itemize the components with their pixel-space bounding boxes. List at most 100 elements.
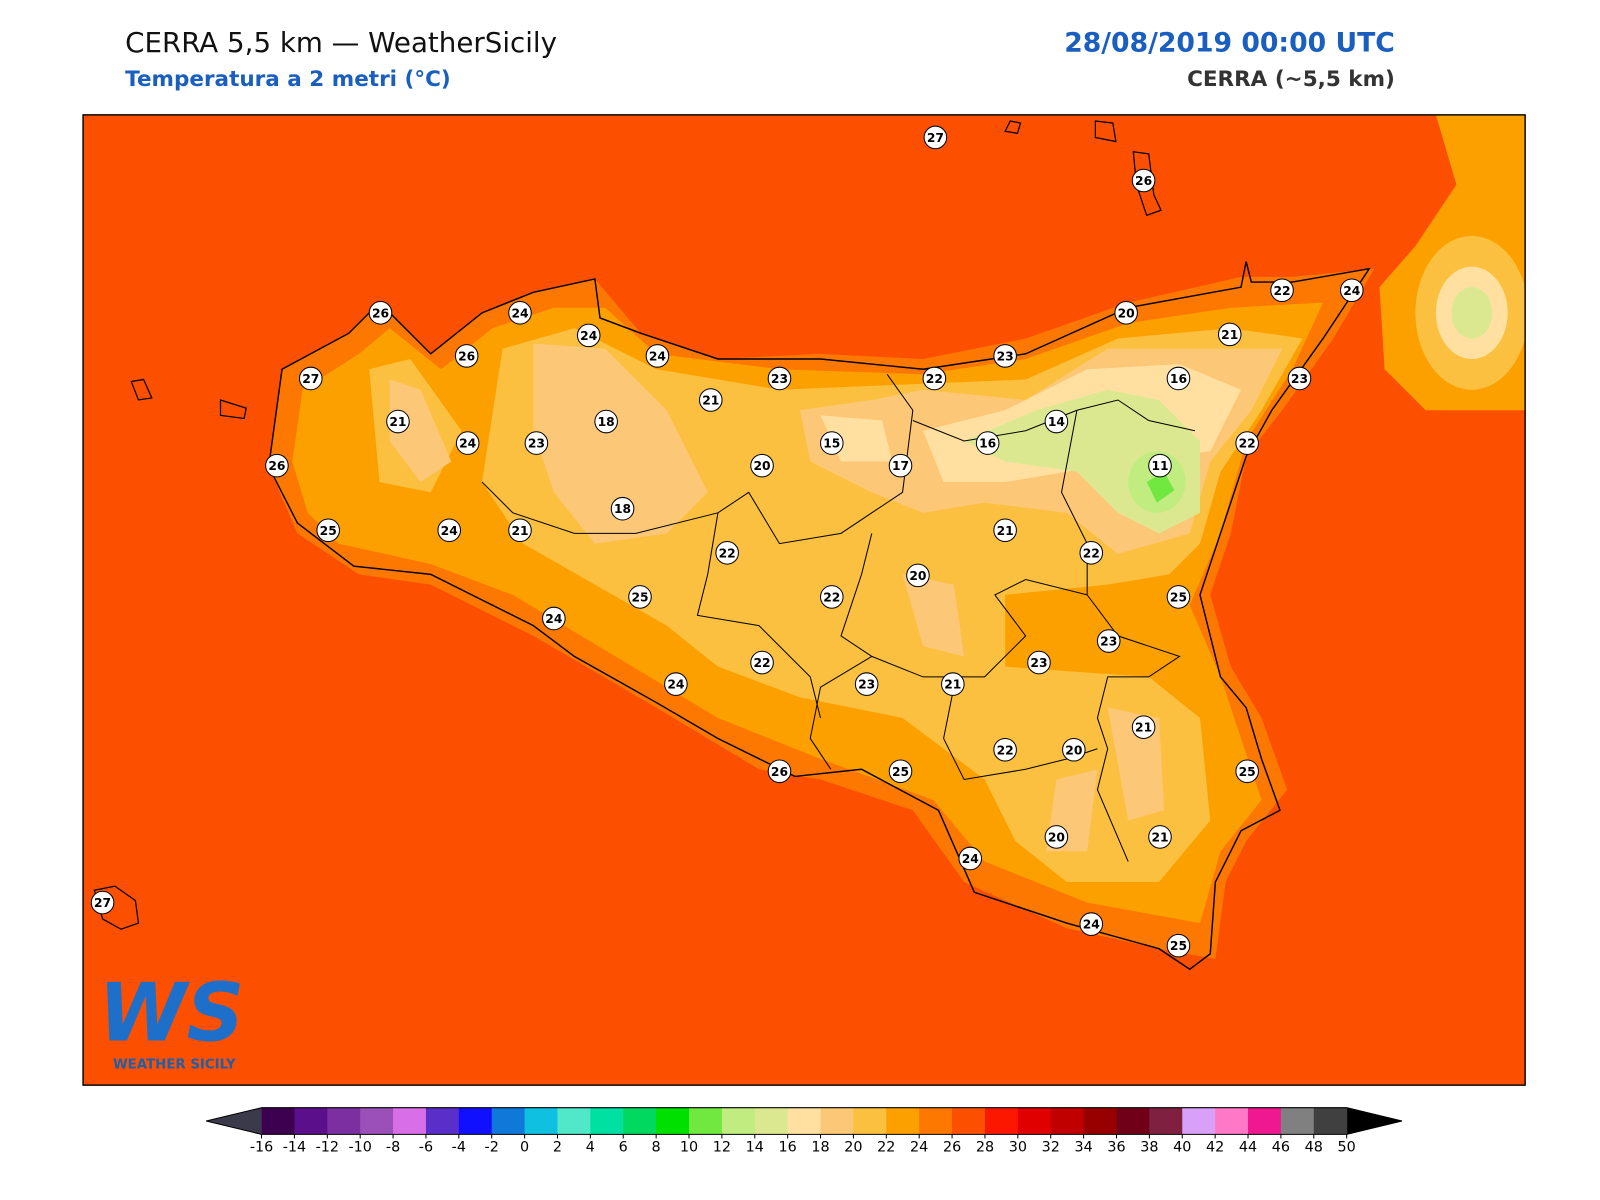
station: 22 <box>922 366 947 391</box>
station-marker <box>1148 825 1172 849</box>
colorbar-swatch <box>952 1107 986 1135</box>
logo-name: WEATHER SICILY <box>113 1058 236 1073</box>
colorbar-tick-label: 50 <box>1338 1140 1356 1156</box>
station: 25 <box>1166 933 1191 958</box>
station-marker <box>888 759 913 784</box>
station-marker <box>975 431 1000 455</box>
colorbar-swatch <box>721 1107 756 1135</box>
colorbar-swatch <box>425 1107 460 1135</box>
station: 21 <box>941 672 965 696</box>
station: 26 <box>767 759 792 784</box>
colorbar-swatch <box>1083 1107 1118 1135</box>
colorbar-tick-label: -10 <box>348 1140 371 1156</box>
colorbar-tick-label: -2 <box>485 1140 499 1156</box>
station-marker <box>767 366 792 391</box>
station-marker <box>524 431 549 455</box>
station-marker <box>715 541 739 565</box>
colorbar-tick-label: 24 <box>910 1140 928 1156</box>
station-value: 24 <box>1343 284 1360 298</box>
colorbar-tick-label: 34 <box>1074 1140 1092 1156</box>
station: 26 <box>1131 168 1156 193</box>
colorbar-tick-label: -8 <box>386 1140 400 1156</box>
station-value: 27 <box>927 131 944 145</box>
logo-mark: WS <box>98 966 244 1059</box>
station-value: 24 <box>962 852 979 866</box>
colorbar-swatch <box>754 1107 789 1135</box>
station: 23 <box>993 344 1017 368</box>
station: 24 <box>542 606 566 631</box>
province-border <box>481 374 1195 862</box>
colorbar-swatch <box>524 1107 558 1135</box>
station-marker <box>1235 431 1259 455</box>
station-value: 16 <box>1170 372 1187 386</box>
station-marker <box>1114 301 1138 325</box>
station-value: 25 <box>631 590 648 604</box>
station-value: 25 <box>320 524 337 538</box>
station-marker <box>368 301 393 325</box>
colorbar-tick-label: -4 <box>452 1140 466 1156</box>
station-marker <box>594 409 618 434</box>
station: 22 <box>715 541 739 565</box>
station-value: 18 <box>614 502 631 516</box>
colorbar-swatch <box>360 1107 394 1135</box>
station-value: 18 <box>598 415 615 429</box>
station-marker <box>1270 278 1294 303</box>
station: 27 <box>923 125 948 150</box>
station: 23 <box>524 431 549 455</box>
station-value: 21 <box>944 678 961 692</box>
station-marker <box>316 518 340 543</box>
station-value: 23 <box>1030 656 1047 670</box>
coastline <box>267 261 1371 971</box>
station: 22 <box>819 585 844 609</box>
station-value: 21 <box>511 524 528 538</box>
station-value: 22 <box>997 743 1014 757</box>
station-marker <box>437 518 462 543</box>
station-value: 20 <box>909 569 926 583</box>
station-value: 21 <box>997 524 1014 538</box>
date: 28/08/2019 00:00 UTC <box>1064 28 1395 59</box>
colorbar-swatch <box>853 1107 887 1135</box>
station-marker <box>90 890 115 915</box>
colorbar-tick-label: 44 <box>1239 1140 1257 1156</box>
colorbar-tick-label: 36 <box>1107 1140 1125 1156</box>
station-value: 23 <box>997 349 1014 363</box>
colorbar-tick-label: 18 <box>811 1140 829 1156</box>
station: 26 <box>454 344 479 368</box>
station-marker <box>819 431 844 455</box>
colorbar-tick-label: 8 <box>652 1140 661 1156</box>
station-marker <box>993 344 1017 368</box>
station-value: 23 <box>1100 635 1117 649</box>
station-value: 24 <box>1083 918 1100 932</box>
station: 14 <box>1044 409 1069 434</box>
station-marker <box>888 453 913 478</box>
station: 24 <box>1079 912 1104 936</box>
colorbar-tick-label: 10 <box>680 1140 698 1156</box>
station-marker <box>542 606 566 631</box>
colorbar-swatch <box>393 1107 427 1135</box>
station-marker <box>628 585 652 609</box>
colorbar-tick-label: 16 <box>779 1140 797 1156</box>
colorbar-tick-label: 42 <box>1206 1140 1224 1156</box>
station-value: 23 <box>771 372 788 386</box>
station-marker <box>854 672 879 696</box>
station-marker <box>386 409 410 434</box>
station: 20 <box>906 563 930 588</box>
station-value: 20 <box>1048 830 1065 844</box>
colorbar-under <box>206 1107 262 1135</box>
station: 24 <box>664 672 688 696</box>
station-marker <box>1079 912 1104 936</box>
station-value: 22 <box>719 546 736 560</box>
stations: 27 26 26 24 24 26 24 27 23 22 23 20 22 24 21 16 23 21 21 24… <box>90 125 1364 958</box>
station: 22 <box>1079 541 1104 565</box>
station: 25 <box>1235 759 1259 784</box>
station-value: 21 <box>1151 830 1168 844</box>
station-value: 21 <box>1135 721 1152 735</box>
station-value: 26 <box>1135 174 1152 188</box>
station-marker <box>1287 366 1312 391</box>
station-value: 16 <box>979 437 996 451</box>
station-marker <box>1027 650 1051 675</box>
station: 22 <box>1235 431 1259 455</box>
station: 24 <box>645 344 670 368</box>
